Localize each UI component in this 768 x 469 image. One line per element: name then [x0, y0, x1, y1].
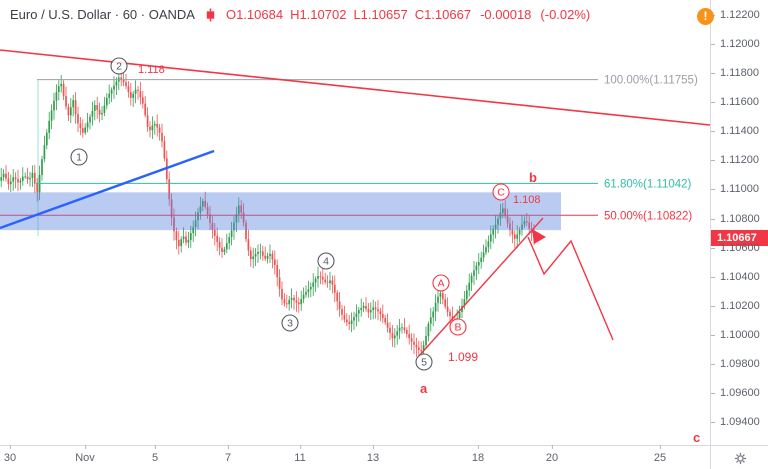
time-axis[interactable]: 30 Nov 5 7 11 13 18 20 25 [0, 445, 710, 469]
price-tick: 1.11000 [711, 183, 759, 196]
price-tick: 1.09600 [711, 386, 760, 399]
wave-b-trendline[interactable] [418, 217, 544, 357]
open-value: O1.10684 [225, 7, 284, 22]
axis-settings-button[interactable] [710, 445, 768, 469]
wave-label-1[interactable]: 1 [70, 148, 88, 166]
wave-label-A[interactable]: A [432, 274, 450, 292]
wave-label-B[interactable]: B [449, 318, 467, 336]
wave-label-C[interactable]: C [492, 183, 510, 201]
annotation-a[interactable]: a [420, 381, 428, 396]
gear-icon [734, 452, 746, 464]
wave-label-3[interactable]: 3 [281, 314, 299, 332]
price-tick: 1.10800 [711, 212, 760, 225]
price-tick: 1.11400 [711, 125, 759, 138]
close-value: C1.10667 [414, 7, 472, 22]
change-percent: (-0.02%) [540, 7, 591, 22]
svg-text:1: 1 [76, 152, 82, 164]
time-tick: 20 [545, 445, 559, 464]
chart-legend: Euro / U.S. Dollar · 60 · OANDA O1.10684… [10, 7, 590, 22]
fib-level-100.00[interactable]: 100.00%(1.11755) [37, 75, 698, 87]
time-tick: Nov [75, 445, 95, 464]
low-value: L1.10657 [353, 7, 408, 22]
svg-text:5: 5 [421, 357, 427, 369]
time-tick: 7 [224, 445, 232, 464]
price-axis[interactable]: 1.10667 1.12200 1.12000 1.11800 1.11600 1.11… [710, 0, 768, 445]
price-tick: 1.11600 [711, 96, 759, 109]
svg-text:C: C [497, 187, 505, 199]
alert-exclamation-icon[interactable]: ! [697, 8, 714, 25]
wave-label-2[interactable]: 2 [110, 57, 128, 75]
svg-text:4: 4 [323, 256, 329, 268]
price-tick: 1.09400 [711, 416, 760, 428]
svg-text:2: 2 [116, 61, 122, 73]
time-tick: 5 [151, 445, 159, 464]
price-tick: 1.11200 [711, 154, 759, 167]
price-tick: 1.10000 [711, 328, 760, 341]
annotation-b[interactable]: b [529, 170, 537, 185]
annotation-1.118[interactable]: 1.118 [138, 64, 165, 76]
time-tick: 11 [294, 445, 306, 464]
fib-label-100.00: 100.00%(1.11755) [604, 75, 698, 87]
annotation-c[interactable]: c [693, 430, 700, 445]
price-tick: 1.09800 [711, 357, 760, 370]
time-tick: 18 [471, 445, 485, 464]
blue-trendline[interactable] [0, 149, 215, 230]
fib-label-50.00: 50.00%(1.10822) [604, 210, 692, 222]
svg-text:B: B [454, 322, 461, 334]
time-tick: 30 [3, 445, 17, 464]
svg-text:A: A [437, 278, 444, 290]
symbol-title[interactable]: Euro / U.S. Dollar · 60 · OANDA [10, 7, 195, 22]
price-tick: 1.10400 [711, 270, 760, 283]
price-tick: 1.10200 [711, 299, 760, 312]
time-tick: 13 [366, 445, 380, 464]
price-tick: 1.12200 [711, 9, 760, 21]
high-value: H1.10702 [290, 7, 347, 22]
descending-trendline[interactable] [0, 49, 711, 126]
fib-level-61.80[interactable]: 61.80%(1.11042) [36, 178, 692, 190]
wave-label-4[interactable]: 4 [317, 252, 335, 270]
price-tick: 1.10600 [711, 241, 760, 254]
fib-label-61.80: 61.80%(1.11042) [604, 178, 692, 190]
change-value: -0.00018 [480, 7, 532, 22]
svg-text:3: 3 [287, 318, 293, 330]
forecast-zigzag[interactable] [527, 236, 614, 341]
last-price-tag: 1.10667 [711, 229, 768, 246]
arrow-marker[interactable] [532, 229, 546, 244]
candlestick-icon [206, 8, 215, 21]
annotation-1.108[interactable]: 1.108 [513, 194, 541, 206]
annotation-1.099[interactable]: 1.099 [448, 350, 478, 364]
time-tick: 25 [653, 445, 667, 464]
price-tick: 1.11800 [711, 67, 759, 80]
price-tick: 1.12000 [711, 38, 760, 51]
support-zone[interactable] [0, 192, 561, 231]
fib-level-50.00[interactable]: 50.00%(1.10822) [0, 210, 692, 222]
wave-label-5[interactable]: 5 [415, 353, 433, 371]
